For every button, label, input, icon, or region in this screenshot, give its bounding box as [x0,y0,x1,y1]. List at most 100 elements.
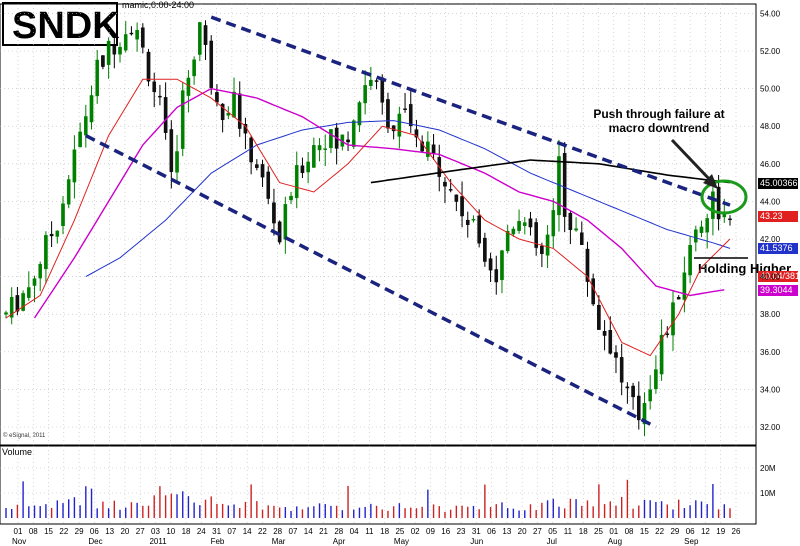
month-label: Mar [272,537,286,546]
candle-body [631,385,635,398]
candle-body [21,293,25,311]
day-tick-label: 29 [75,527,84,536]
month-label: Feb [211,537,225,546]
candle-body [357,102,362,126]
day-tick-label: 16 [441,527,450,536]
candle-body [277,221,282,243]
day-tick-label: 06 [686,527,695,536]
candle-body [351,120,356,147]
candle-body [66,179,71,205]
day-tick-label: 25 [594,527,603,536]
candle-body [386,99,390,129]
candle-body [192,59,196,77]
candle-body [591,278,595,305]
candle-body [477,215,481,244]
candle-body [55,230,60,237]
day-tick-label: 01 [609,527,618,536]
candle-body [44,235,48,270]
candle-body [511,228,516,235]
candle-body [260,164,265,178]
candle-body [312,145,316,168]
candle-body [158,95,162,98]
price-tag: 43.23 [758,210,798,222]
price-tick-label: 42.00 [760,235,781,244]
push-annotation: Push through failure at macro downtrend [574,107,744,135]
month-label: Dec [88,537,102,546]
price-tick-label: 40.00 [760,273,781,282]
price-tag: 45.00366 [758,177,798,189]
price-tick-label: 48.00 [760,122,781,131]
day-tick-label: 11 [564,527,573,536]
day-tick-label: 14 [304,527,313,536]
candle-body [540,245,544,254]
candle-body [329,129,333,149]
candle-body [363,85,367,104]
candle-body [693,229,698,243]
price-tick-label: 32.00 [760,423,781,432]
volume-tick-label: 20M [760,464,776,473]
chart-header: mamic,0:00-24:00 [122,0,195,10]
candle-body [27,287,31,298]
day-tick-label: 08 [29,527,38,536]
candle-body [522,222,527,226]
candle-body [78,131,82,148]
candle-body [648,389,652,402]
candle-body [123,34,128,51]
candle-body [135,29,139,40]
candle-body [163,97,168,133]
candle-body [180,90,185,149]
candle-body [574,228,578,231]
candle-body [186,77,191,96]
candle-body [597,304,601,330]
candle-body [95,59,100,97]
day-tick-label: 05 [548,527,557,536]
ma-fast-line [5,78,731,357]
candle-body [300,165,305,174]
candle-body [659,334,664,375]
candle-body [545,234,550,256]
candle-body [9,296,14,318]
candle-body [671,302,675,336]
candle-body [317,145,322,151]
day-tick-label: 25 [395,527,404,536]
day-tick-label: 20 [120,527,129,536]
month-label: Jun [470,537,483,546]
candle-body [266,171,271,199]
day-tick-label: 27 [136,527,145,536]
candle-body [226,112,231,116]
price-tag: 41.5376 [758,242,798,254]
candle-body [175,151,179,173]
candle-body [369,79,373,86]
day-tick-label: 13 [105,527,114,536]
day-tick-label: 03 [151,527,160,536]
candle-body [585,248,590,282]
day-tick-label: 24 [197,527,206,536]
price-tick-label: 52.00 [760,47,781,56]
day-tick-label: 01 [14,527,23,536]
month-label: Aug [608,537,622,546]
day-tick-label: 09 [426,527,435,536]
candle-body [152,81,157,93]
candle-body [488,258,493,271]
candle-body [568,213,573,231]
day-tick-label: 06 [487,527,496,536]
candle-body [289,195,293,201]
candle-body [346,139,350,143]
day-tick-label: 22 [258,527,267,536]
day-tick-label: 27 [533,527,542,536]
month-label: May [394,537,409,546]
candle-body [682,272,687,300]
candle-body [203,25,208,45]
candle-body [141,27,145,48]
day-tick-label: 31 [472,527,481,536]
candle-body [454,194,459,202]
day-tick-label: 15 [44,527,53,536]
candle-body [602,331,607,336]
candle-body [722,214,727,218]
volume-panel-frame [0,445,757,525]
day-tick-label: 22 [655,527,664,536]
candle-body [448,189,453,191]
month-label: Sep [684,537,699,546]
day-tick-label: 06 [90,527,99,536]
month-label: Jul [547,537,557,546]
